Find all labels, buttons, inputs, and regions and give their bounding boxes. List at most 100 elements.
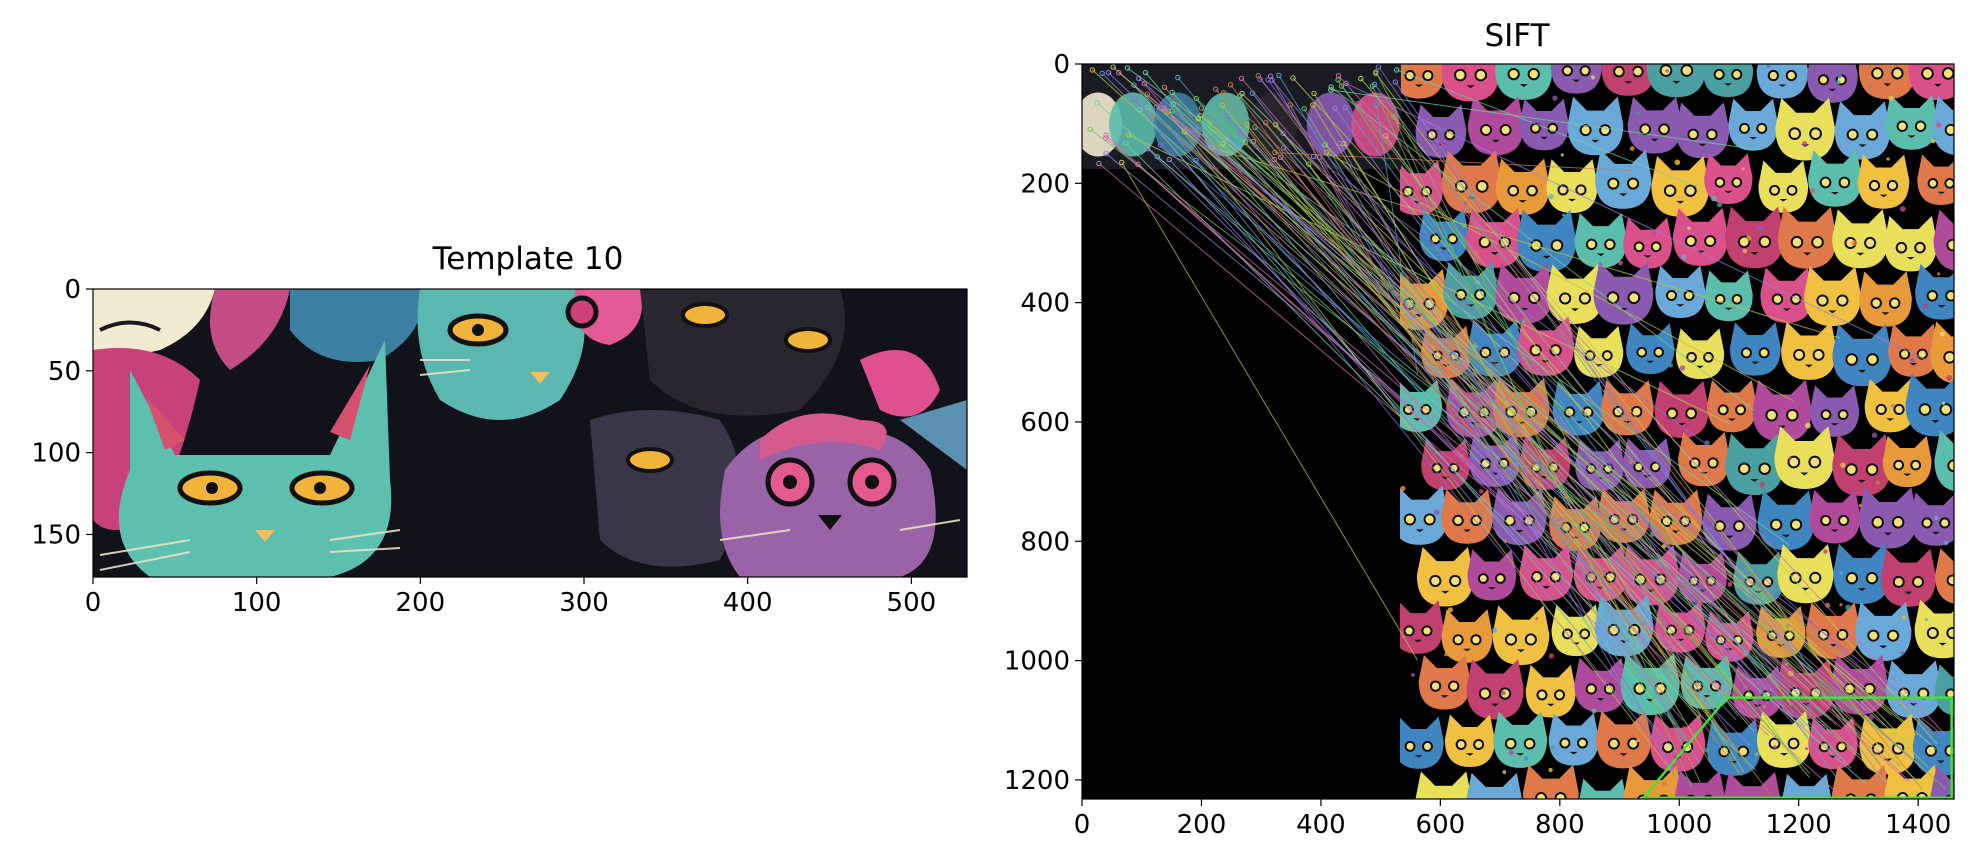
keypoint — [1131, 82, 1137, 88]
template-ytick-label: 50 — [48, 357, 81, 387]
scene-cat — [1651, 155, 1710, 217]
match-line — [1253, 141, 1811, 774]
keypoint — [1207, 120, 1213, 126]
sift-xtick-label: 0 — [1074, 810, 1091, 840]
scene-cat — [1728, 98, 1778, 151]
template-xtick-label: 0 — [85, 588, 102, 618]
sift-xtick-label: 1200 — [1766, 810, 1832, 840]
keypoint — [1271, 156, 1277, 163]
match-line — [1385, 135, 1792, 707]
match-line — [1313, 156, 1706, 444]
sift-ytick-label: 400 — [1020, 289, 1070, 319]
scene-cat — [1546, 159, 1598, 213]
sift-ytick-label: 1000 — [1004, 647, 1070, 677]
scene-cat — [1548, 712, 1599, 766]
scene-cat — [1832, 209, 1889, 269]
keypoint — [1220, 90, 1227, 96]
keypoint — [1371, 81, 1378, 88]
template-xtick-label: 100 — [232, 588, 282, 618]
scene-cat — [1550, 64, 1602, 94]
keypoint — [1110, 64, 1116, 70]
match-line — [1164, 108, 1909, 782]
keypoint — [1238, 75, 1245, 82]
keypoint — [1166, 156, 1173, 163]
scene-cat — [1857, 154, 1910, 209]
keypoint — [1391, 114, 1397, 120]
scene-cat — [1810, 385, 1860, 437]
scene-cat — [1774, 426, 1835, 490]
scene-cat — [1758, 160, 1809, 213]
match-line — [1211, 147, 1840, 339]
match-line — [1246, 124, 1744, 759]
match-line — [1197, 118, 1892, 716]
match-line — [1330, 86, 1755, 411]
match-line — [1101, 73, 1670, 634]
scene-cat — [1833, 543, 1891, 605]
match-line — [1195, 98, 1852, 710]
match-line — [1230, 84, 1743, 776]
scene-cat — [1702, 64, 1754, 98]
scene-cat — [1702, 493, 1757, 551]
keypoint — [1265, 77, 1271, 83]
keypoint — [1280, 145, 1287, 151]
keypoint — [1250, 138, 1257, 145]
keypoint — [1136, 107, 1143, 113]
match-line — [1105, 137, 1841, 760]
sift-ytick-label: 200 — [1020, 169, 1070, 199]
match-line — [1289, 104, 1472, 453]
keypoint — [1375, 64, 1382, 70]
keypoint — [1267, 73, 1274, 79]
scene-cat — [1832, 323, 1892, 387]
keypoint — [1169, 89, 1175, 96]
keypoint — [1154, 154, 1160, 160]
keypoint — [1213, 86, 1219, 92]
scene-cat — [1864, 378, 1916, 433]
sift-x-axis: 0 200 400 600 800 1000 1200 1400 — [1074, 799, 1951, 840]
scene-cat — [1525, 664, 1576, 718]
scene-cat — [1574, 657, 1627, 713]
keypoint — [1103, 132, 1109, 138]
match-line — [1396, 69, 1698, 188]
keypoint — [1263, 120, 1269, 126]
keypoint — [1209, 144, 1215, 151]
scene-cat — [1884, 215, 1938, 272]
sift-ytick-label: 800 — [1020, 527, 1070, 557]
keypoint — [1219, 141, 1226, 147]
keypoint — [1197, 113, 1204, 119]
scene-cat — [1908, 64, 1954, 101]
keypoint — [1219, 102, 1226, 108]
keypoint — [1161, 84, 1168, 90]
sift-title: SIFT — [1484, 18, 1550, 54]
scene-cat — [1601, 64, 1656, 96]
match-line — [1096, 102, 1866, 784]
keypoint — [1310, 102, 1316, 108]
keypoint — [1089, 67, 1096, 73]
match-line — [1155, 106, 1916, 706]
match-line — [1168, 159, 1684, 722]
match-line — [1376, 104, 1419, 376]
template-xtick-label: 500 — [887, 588, 937, 618]
sift-xtick-label: 1400 — [1885, 810, 1951, 840]
match-line — [1226, 116, 1794, 725]
keypoint — [1096, 160, 1102, 167]
keypoint — [1123, 140, 1129, 146]
match-lines — [1087, 64, 1946, 795]
sift-ytick-label: 600 — [1020, 408, 1070, 438]
keypoint — [1257, 76, 1263, 82]
scene-cat — [1495, 158, 1550, 215]
keypoint — [1175, 74, 1181, 81]
scene-cat — [1495, 64, 1553, 100]
scene-cat — [1910, 492, 1954, 546]
scene-cat — [1574, 213, 1627, 268]
scene-cat — [1832, 434, 1892, 497]
scene-cat — [1596, 710, 1652, 769]
match-line — [1244, 141, 1755, 732]
sift-xtick-label: 1000 — [1646, 810, 1712, 840]
scene-cat — [1441, 609, 1493, 663]
scene-cat — [1626, 323, 1675, 375]
match-line — [1241, 93, 1929, 769]
sift-ytick-label: 0 — [1053, 50, 1070, 80]
keypoint — [1192, 127, 1198, 133]
match-line — [1324, 144, 1912, 748]
match-line — [1339, 143, 1684, 740]
